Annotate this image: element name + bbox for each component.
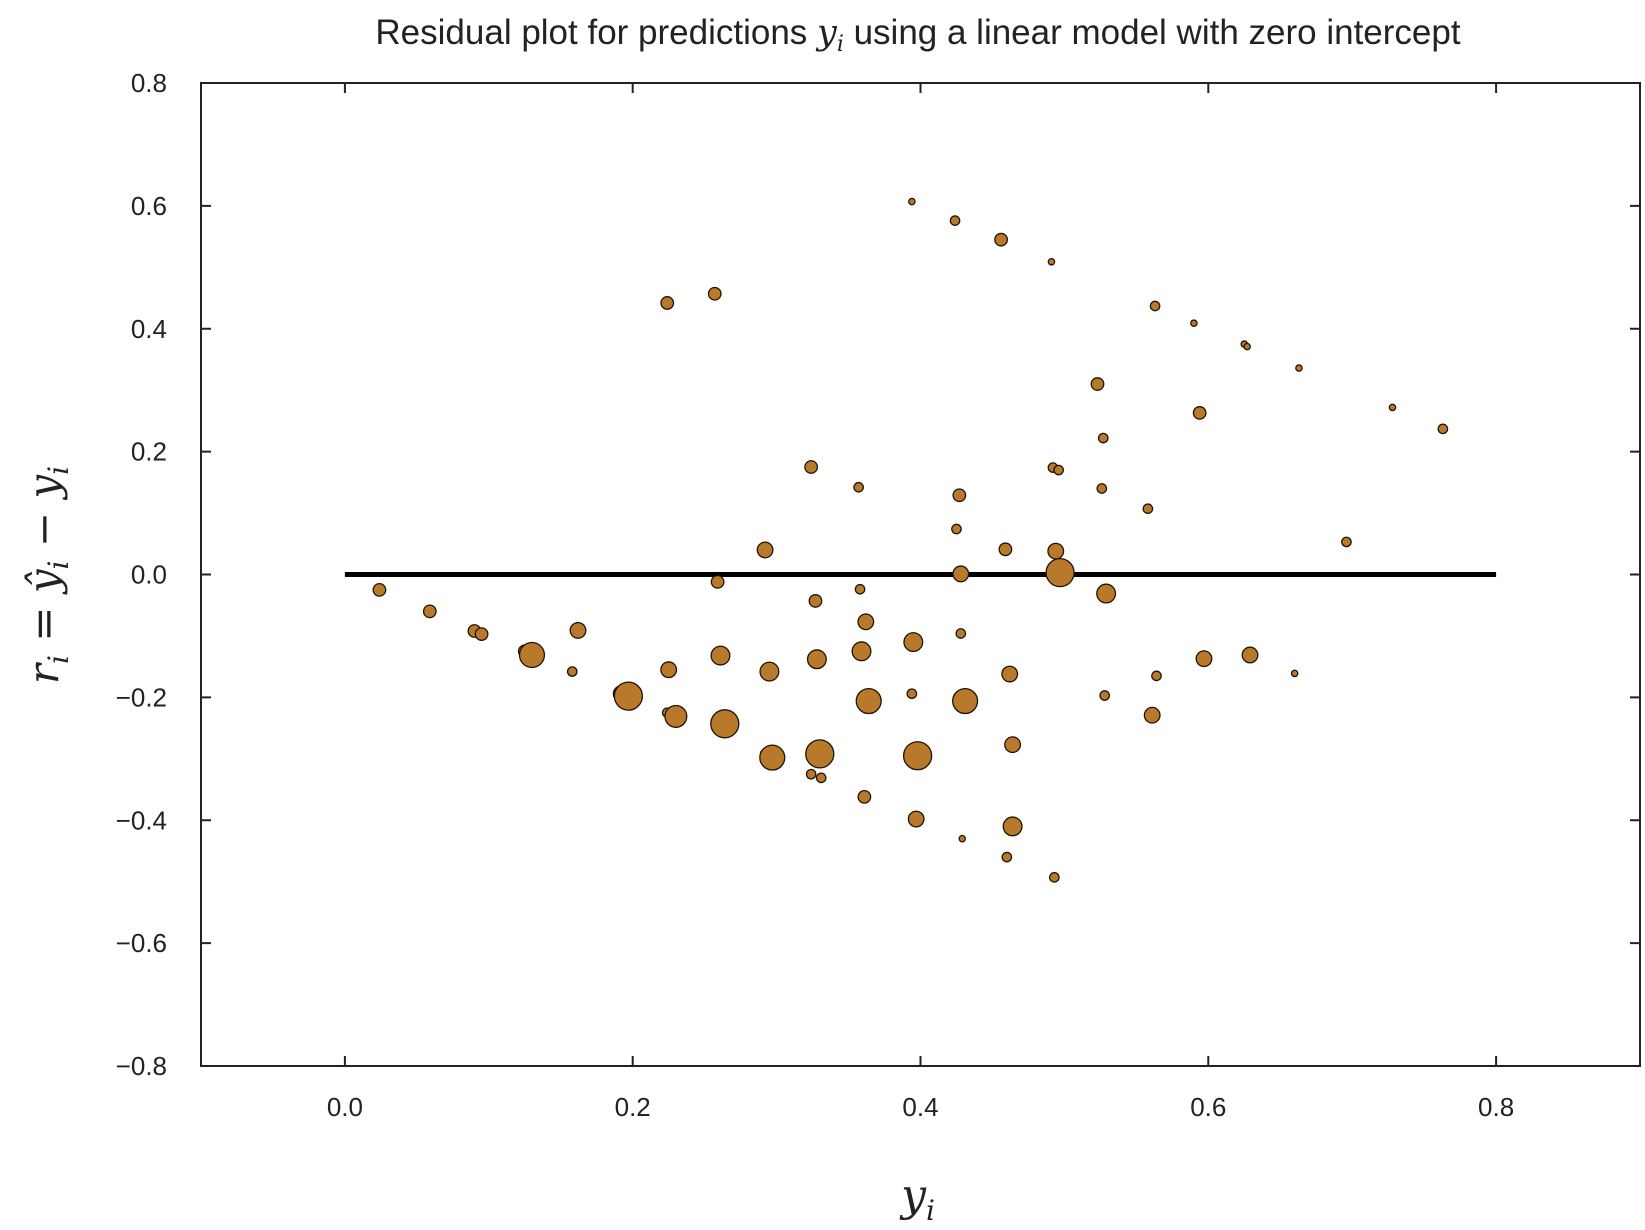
- y-tick-label: 0.2: [131, 437, 167, 467]
- y-tick-label: −0.2: [116, 682, 167, 712]
- scatter-point: [806, 649, 827, 670]
- x-tick-label: 0.4: [902, 1092, 938, 1122]
- scatter-point: [854, 583, 866, 595]
- scatter-point: [851, 641, 872, 662]
- scatter-point: [805, 739, 835, 769]
- scatter-point: [952, 687, 979, 715]
- scatter-point: [422, 604, 437, 619]
- y-tick-label: 0.4: [131, 314, 167, 344]
- scatter-point: [1190, 319, 1198, 328]
- scatter-point: [949, 215, 961, 226]
- scatter-point: [1002, 816, 1023, 837]
- scatter-point: [1001, 665, 1019, 683]
- scatter-point: [566, 666, 578, 677]
- scatter-point: [660, 296, 675, 310]
- x-tick-label: 0.0: [327, 1092, 363, 1122]
- scatter-point: [1096, 483, 1108, 494]
- scatter-point: [906, 688, 918, 700]
- scatter-point: [1047, 542, 1065, 560]
- scatter-point: [952, 488, 967, 503]
- scatter-point: [518, 641, 546, 669]
- scatter-point: [1001, 851, 1013, 863]
- scatter-point: [710, 645, 731, 666]
- scatter-point: [1090, 377, 1105, 391]
- y-tick-label: −0.4: [116, 805, 167, 835]
- scatter-point: [1149, 300, 1161, 312]
- scatter-point: [958, 834, 967, 843]
- scatter-points: [372, 197, 1449, 883]
- scatter-point: [952, 565, 970, 583]
- scatter-point: [1048, 872, 1060, 883]
- scatter-point: [1151, 670, 1162, 682]
- scatter-point: [664, 704, 688, 728]
- scatter-point: [1099, 690, 1111, 701]
- scatter-point: [804, 460, 819, 474]
- scatter-point: [955, 628, 967, 639]
- scatter-point: [1241, 646, 1259, 664]
- scatter-point: [1290, 669, 1299, 678]
- scatter-point: [613, 681, 644, 711]
- scatter-point: [1243, 342, 1251, 351]
- scatter-point: [903, 632, 924, 653]
- scatter-point: [1097, 432, 1109, 444]
- scatter-point: [1341, 536, 1352, 548]
- x-tick-label: 0.6: [1190, 1092, 1226, 1122]
- scatter-point: [1388, 403, 1397, 412]
- chart-title: Residual plot for predictions yi using a…: [375, 13, 1460, 57]
- scatter-point: [853, 481, 864, 493]
- scatter-point: [857, 790, 872, 804]
- scatter-point: [907, 810, 925, 828]
- x-tick-label: 0.8: [1478, 1092, 1514, 1122]
- scatter-point: [805, 768, 817, 780]
- scatter-point: [908, 197, 916, 206]
- scatter-point: [1295, 364, 1303, 372]
- scatter-point: [808, 594, 823, 608]
- y-tick-label: 0.6: [131, 191, 167, 221]
- scatter-point: [1437, 423, 1449, 435]
- scatter-point: [759, 744, 786, 771]
- scatter-point: [1096, 583, 1117, 604]
- scatter-point: [1192, 406, 1207, 420]
- scatter-point: [815, 772, 827, 784]
- scatter-point: [1045, 558, 1075, 588]
- y-tick-label: −0.8: [116, 1051, 167, 1081]
- scatter-point: [756, 541, 774, 559]
- scatter-point: [998, 542, 1013, 557]
- scatter-point: [474, 627, 489, 641]
- axis-ticks: 0.0 0.2 0.4 0.6 0.8 −0.8 −0.6 −0.4 −0.2 0.0 0.2 0.4…: [116, 68, 1640, 1122]
- scatter-point: [855, 687, 882, 715]
- scatter-point: [1053, 464, 1064, 476]
- scatter-point: [707, 286, 722, 301]
- scatter-point: [372, 582, 387, 597]
- scatter-point: [902, 741, 933, 771]
- y-tick-label: 0.0: [131, 560, 167, 590]
- y-tick-label: −0.6: [116, 928, 167, 958]
- scatter-point: [1143, 706, 1161, 724]
- scatter-point: [660, 661, 678, 679]
- scatter-point: [710, 709, 740, 739]
- y-axis-label: ri = ŷi − yi: [19, 466, 75, 684]
- x-axis-label: yi: [899, 1170, 935, 1227]
- scatter-point: [569, 621, 587, 639]
- scatter-point: [994, 232, 1008, 247]
- scatter-point: [1142, 503, 1154, 515]
- scatter-point: [1047, 257, 1056, 266]
- scatter-point: [857, 613, 875, 631]
- x-tick-label: 0.2: [615, 1092, 651, 1122]
- scatter-point: [759, 661, 780, 682]
- scatter-point: [1004, 736, 1022, 754]
- scatter-point: [951, 523, 962, 535]
- scatter-point: [1195, 650, 1213, 668]
- scatter-point: [710, 574, 725, 589]
- y-tick-label: 0.8: [131, 68, 167, 98]
